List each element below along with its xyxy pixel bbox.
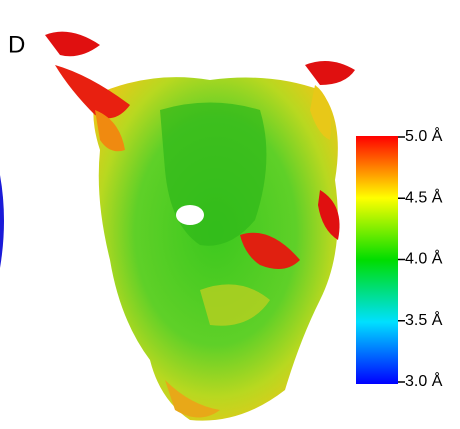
- colorbar-tick-label: 5.0 Å: [405, 126, 443, 145]
- colorbar-tick-label: 3.0 Å: [405, 371, 443, 390]
- colorbar: [356, 136, 398, 384]
- density-map: [0, 31, 355, 421]
- colorbar-tick-label: 4.5 Å: [405, 187, 443, 206]
- colorbar-tick-label: 3.5 Å: [405, 310, 443, 329]
- panel-label: D: [8, 31, 25, 58]
- colorbar-tick-label: 4.0 Å: [405, 249, 443, 268]
